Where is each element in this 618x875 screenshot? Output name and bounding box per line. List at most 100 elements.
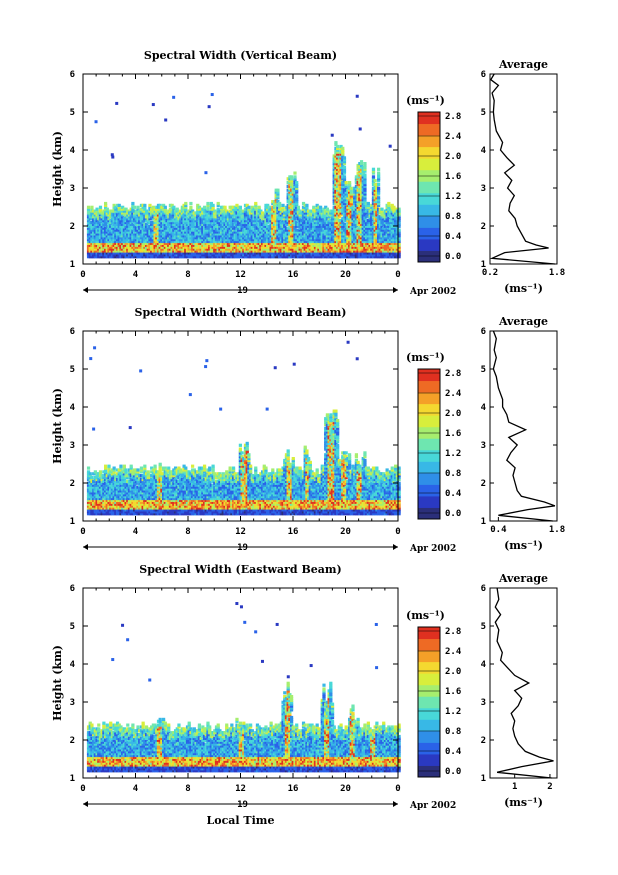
y-tick-label: 3	[70, 441, 75, 451]
colorbar-frame	[417, 626, 441, 778]
average-profile-line	[489, 73, 555, 265]
colorbar-swatch	[418, 719, 440, 732]
day-bar-arrow-left	[83, 544, 88, 550]
colorbar-tick-label: 0.8	[445, 469, 461, 479]
colorbar-tick-label: 0.4	[445, 232, 462, 242]
day-bar-arrow-right	[393, 544, 398, 550]
colorbar-swatch	[418, 449, 440, 462]
y-tick-label: 6	[70, 327, 75, 337]
average-y-tick-label: 5	[481, 108, 486, 118]
x-tick-label: 20	[340, 270, 351, 280]
average-frame	[489, 330, 558, 522]
colorbar-swatch	[418, 250, 440, 263]
x-tick-label: 16	[288, 784, 299, 794]
x-tick-label: 0	[395, 527, 400, 537]
x-tick-label: 12	[235, 270, 246, 280]
average-x-label: (ms⁻¹)	[504, 539, 543, 552]
day-label: 19	[237, 543, 248, 553]
x-tick-label: 0	[395, 270, 400, 280]
colorbar-swatch	[418, 673, 440, 686]
average-x-label: (ms⁻¹)	[504, 796, 543, 809]
average-x-tick-label: 1.8	[549, 525, 565, 535]
x-tick-label: 8	[185, 784, 190, 794]
colorbar-swatch	[418, 403, 440, 416]
average-y-tick-label: 3	[481, 184, 486, 194]
colorbar-tick-label: 0.8	[445, 727, 461, 737]
y-axis-label: Height (km)	[51, 645, 64, 721]
colorbar-tick-label: 2.8	[445, 112, 461, 122]
average-title: Average	[498, 315, 548, 328]
colorbar-tick-label: 2.0	[445, 409, 461, 419]
colorbar-swatch	[418, 753, 440, 766]
colorbar-frame	[417, 368, 441, 520]
colorbar-tick-label: 0.4	[445, 747, 462, 757]
x-tick-label: 20	[340, 784, 351, 794]
colorbar-swatch	[418, 507, 440, 520]
colorbar-swatch	[418, 181, 440, 194]
colorbar-tick-label: 1.2	[445, 449, 461, 459]
colorbar-tick-label: 2.0	[445, 667, 461, 677]
average-title: Average	[498, 572, 548, 585]
colorbar-tick-label: 0.0	[445, 509, 461, 519]
average-x-label: (ms⁻¹)	[504, 282, 543, 295]
colorbar-swatch	[418, 123, 440, 136]
colorbar-tick-label: 0.0	[445, 252, 461, 262]
chart-title: Spectral Width (Northward Beam)	[135, 306, 347, 319]
y-tick-label: 5	[70, 365, 75, 375]
average-y-tick-label: 3	[481, 441, 486, 451]
day-bar-arrow-right	[393, 801, 398, 807]
colorbar-swatch	[418, 215, 440, 228]
day-label: 19	[237, 800, 248, 810]
average-y-tick-label: 4	[481, 660, 487, 670]
colorbar-swatch	[418, 380, 440, 393]
date-label: Apr 2002	[409, 287, 456, 297]
colorbar-swatch	[418, 415, 440, 428]
average-y-tick-label: 6	[481, 584, 486, 594]
average-x-tick-label: 1.8	[549, 268, 565, 278]
average-frame	[489, 73, 558, 265]
colorbar-swatch	[418, 730, 440, 743]
average-y-tick-label: 1	[481, 517, 486, 527]
colorbar-swatch	[418, 204, 440, 217]
x-tick-label: 20	[340, 527, 351, 537]
colorbar-tick-label: 1.2	[445, 192, 461, 202]
y-tick-label: 4	[70, 403, 76, 413]
colorbar-tick-label: 2.4	[445, 389, 462, 399]
average-y-tick-label: 2	[481, 479, 486, 489]
colorbar-swatch	[418, 627, 440, 640]
average-y-tick-label: 1	[481, 774, 486, 784]
colorbar-tick-label: 1.2	[445, 707, 461, 717]
heatmap-field	[86, 602, 401, 773]
colorbar-swatch	[418, 484, 440, 497]
x-tick-label: 0	[395, 784, 400, 794]
x-tick-label: 12	[235, 784, 246, 794]
colorbar-swatch	[418, 707, 440, 720]
average-frame	[489, 587, 558, 779]
day-bar-arrow-left	[83, 287, 88, 293]
colorbar-frame	[417, 111, 441, 263]
average-x-tick-label: 2	[547, 782, 552, 792]
colorbar-swatch	[418, 112, 440, 125]
average-y-tick-label: 2	[481, 736, 486, 746]
colorbar-swatch	[418, 661, 440, 674]
average-y-tick-label: 4	[481, 403, 487, 413]
y-tick-label: 2	[70, 736, 75, 746]
chart-title: Spectral Width (Eastward Beam)	[139, 563, 341, 576]
heatmap-field	[86, 340, 401, 516]
y-tick-label: 1	[70, 260, 75, 270]
day-bar-arrow-right	[393, 287, 398, 293]
colorbar-swatch	[418, 392, 440, 405]
chart-title: Spectral Width (Vertical Beam)	[144, 49, 337, 62]
colorbar-swatch	[418, 146, 440, 159]
colorbar-tick-label: 0.0	[445, 767, 461, 777]
average-y-tick-label: 2	[481, 222, 486, 232]
average-title: Average	[498, 58, 548, 71]
colorbar-unit: (ms⁻¹)	[406, 609, 445, 622]
y-axis-label: Height (km)	[51, 131, 64, 207]
y-axis-label: Height (km)	[51, 388, 64, 464]
panel-1: Spectral Width (Vertical Beam)0 4 8 12 16 20 0…	[51, 49, 565, 297]
colorbar-swatch	[418, 650, 440, 663]
colorbar-swatch	[418, 158, 440, 171]
colorbar-tick-label: 2.4	[445, 132, 462, 142]
colorbar-swatch	[418, 238, 440, 251]
